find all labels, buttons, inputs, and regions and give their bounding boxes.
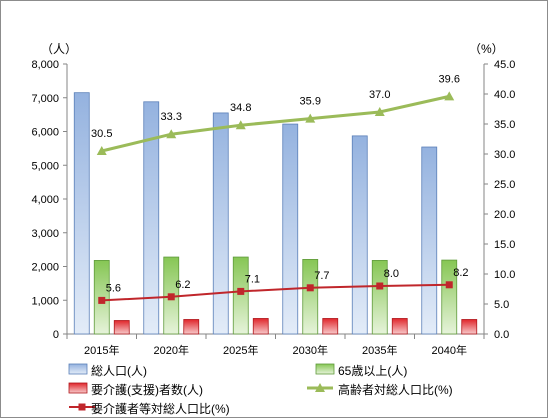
right-tick-label: 40.0: [494, 89, 515, 101]
right-tick-label: 30.0: [494, 149, 515, 161]
data-label-care-ratio: 7.1: [245, 273, 260, 285]
point-care-ratio: [376, 282, 384, 290]
left-tick-label: 2,000: [31, 262, 59, 274]
x-tick-label: 2025年: [223, 343, 258, 357]
left-tick-label: 4,000: [31, 194, 59, 206]
bar-care-recipients: [391, 318, 408, 335]
bar-total-population: [282, 123, 299, 335]
data-label-elderly-ratio: 33.3: [161, 111, 182, 123]
right-tick-label: 0.0: [494, 329, 509, 341]
line-care-ratio: [101, 283, 450, 302]
legend-swatch: [68, 363, 88, 375]
point-care-ratio: [306, 284, 314, 292]
point-care-ratio: [167, 293, 175, 301]
legend-label: 要介護(支援)者数(人): [91, 382, 203, 397]
left-tick-label: 3,000: [31, 228, 59, 240]
data-label-elderly-ratio: 35.9: [300, 96, 321, 108]
data-label-care-ratio: 5.6: [106, 282, 121, 294]
x-tick-label: 2015年: [84, 343, 119, 357]
data-label-care-ratio: 6.2: [175, 279, 190, 291]
legend-marker: [315, 383, 325, 392]
legend-swatch: [68, 382, 88, 394]
bar-age-65-plus: [371, 260, 388, 335]
legend-label: 総人口(人): [91, 364, 147, 378]
point-elderly-ratio: [166, 129, 177, 139]
axes: 0 1,000 2,000 3,000 4,000 5,000 6,000 7,000 8,00…: [31, 59, 515, 357]
bar-care-recipients: [322, 318, 339, 335]
point-care-ratio: [98, 296, 106, 304]
point-elderly-ratio: [444, 91, 455, 101]
x-tick-label: 2040年: [432, 343, 467, 357]
right-tick-label: 5.0: [494, 299, 509, 311]
point-elderly-ratio: [305, 113, 316, 123]
left-tick-label: 5,000: [31, 160, 59, 172]
left-tick-label: 7,000: [31, 93, 59, 105]
bar-total-population: [351, 135, 368, 335]
bar-care-recipients: [252, 318, 269, 335]
bar-care-recipients: [183, 319, 200, 335]
right-tick-label: 15.0: [494, 239, 515, 251]
point-elderly-ratio: [96, 146, 107, 155]
data-label-care-ratio: 8.0: [384, 268, 399, 280]
legend-label: 65歳以上(人): [338, 364, 407, 378]
left-tick-label: 6,000: [31, 127, 59, 139]
left-tick-label: 1,000: [31, 295, 59, 307]
data-label-elderly-ratio: 37.0: [369, 89, 390, 101]
bar-total-population: [73, 92, 90, 335]
left-tick-label: 8,000: [31, 59, 59, 71]
left-tick-label: 0: [53, 329, 59, 341]
bar-care-recipients: [113, 320, 130, 335]
legend-marker: [78, 403, 86, 411]
data-label-elderly-ratio: 30.5: [91, 128, 112, 140]
bar-care-recipients: [461, 319, 478, 335]
legend: 総人口(人) 65歳以上(人) 要介護(支援)者数(人) 高齢者対総人口比(%) 要介護…: [68, 363, 453, 416]
x-tick-label: 2030年: [293, 343, 328, 357]
legend-label: 要介護者等対総人口比(%): [91, 401, 230, 416]
right-tick-label: 25.0: [494, 179, 515, 191]
data-label-elderly-ratio: 39.6: [439, 73, 460, 85]
bar-total-population: [212, 112, 229, 335]
point-elderly-ratio: [374, 107, 385, 116]
data-label-elderly-ratio: 34.8: [230, 102, 251, 114]
lines: 30.5 33.3 34.8 35.9 37.0 39.6 5.6 6.2 7.1 7.7 8.0 8…: [91, 73, 469, 304]
legend-swatch: [315, 363, 335, 375]
bar-total-population: [143, 101, 160, 335]
bar-age-65-plus: [302, 259, 319, 335]
right-tick-label: 10.0: [494, 269, 515, 281]
right-axis-unit: （%）: [469, 42, 504, 56]
right-tick-label: 35.0: [494, 119, 515, 131]
point-elderly-ratio: [235, 120, 246, 130]
right-tick-label: 20.0: [494, 209, 515, 221]
bar-age-65-plus: [232, 256, 249, 335]
bar-age-65-plus: [441, 259, 458, 335]
line-elderly-ratio: [101, 94, 450, 153]
point-care-ratio: [237, 287, 245, 295]
bar-total-population: [421, 146, 438, 335]
left-axis-unit: （人）: [41, 42, 77, 56]
data-label-care-ratio: 8.2: [453, 267, 468, 279]
point-care-ratio: [445, 281, 453, 289]
data-label-care-ratio: 7.7: [314, 270, 329, 282]
x-tick-label: 2035年: [362, 343, 397, 357]
legend-label: 高齢者対総人口比(%): [338, 382, 453, 397]
x-tick-label: 2020年: [154, 343, 189, 357]
right-tick-label: 45.0: [494, 59, 515, 71]
